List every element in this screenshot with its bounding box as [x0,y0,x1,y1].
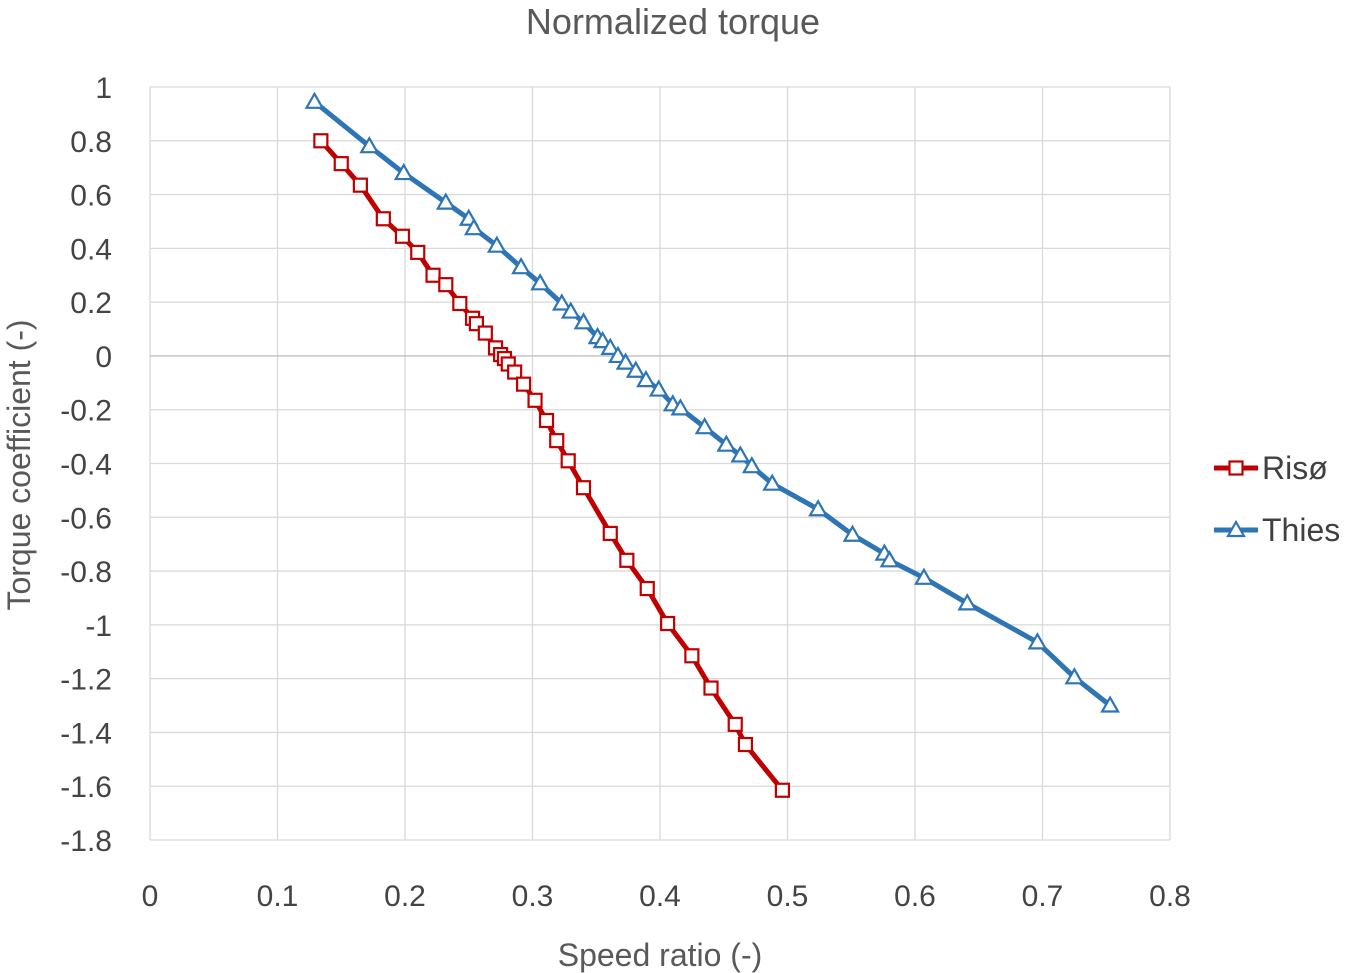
data-point-riso [549,433,565,449]
y-tick-label: 0.4 [70,233,112,266]
x-axis-title: Speed ratio (-) [558,937,763,973]
data-point-riso [375,211,391,227]
x-tick-label: 0.2 [384,880,426,913]
data-point-riso [515,376,532,392]
x-tick-label: 0 [142,880,159,913]
legend-marker [1226,519,1246,538]
series-thies [304,91,1120,713]
data-point-thies [625,360,646,378]
data-point-thies [648,379,669,397]
y-tick-label: -1 [85,610,112,643]
data-point-thies [592,330,613,349]
data-point-riso [660,615,676,632]
x-tick-label: 0.7 [1022,880,1064,913]
data-point-riso [703,680,719,696]
y-tick-label: -0.8 [60,556,112,589]
series-riso [313,133,791,798]
tick-labels: 0 0.1 0.2 0.3 0.4 0.5 0.6 0.7 0.810.80.60.40.20-… [60,72,1191,913]
data-point-thies [842,524,863,542]
legend-item-thies: Thies [1214,512,1340,548]
y-tick-label: -0.2 [60,395,112,428]
data-point-thies [530,273,551,291]
data-point-thies [573,312,594,330]
data-point-thies [694,416,715,435]
data-point-riso [438,277,454,293]
x-tick-label: 0.4 [639,880,681,913]
legend: Risø Thies [1214,450,1340,548]
data-point-riso [737,736,754,753]
data-point-riso [619,552,635,568]
data-point-thies [435,192,456,210]
data-point-thies [1100,695,1120,713]
data-point-riso [452,295,468,312]
data-point-thies [393,162,414,181]
data-point-riso [477,325,493,341]
data-point-thies [615,352,636,370]
y-tick-label: 0 [95,341,112,374]
data-point-riso [602,525,618,542]
data-point-thies [636,369,656,388]
legend-label: Risø [1262,450,1328,486]
data-point-thies [762,473,783,491]
data-point-riso [333,156,349,172]
x-tick-label: 0.3 [512,880,554,913]
data-point-riso [507,364,523,380]
y-tick-label: -1.6 [60,771,112,804]
data-point-riso [774,782,791,798]
y-tick-label: 0.2 [70,287,112,320]
chart-title: Normalized torque [526,1,820,42]
data-point-riso [527,392,543,408]
legend-marker [1228,460,1244,476]
data-point-thies [511,256,531,275]
data-point-riso [575,480,592,496]
data-point-thies [486,235,507,253]
data-point-riso [639,580,655,597]
data-point-thies [463,217,484,236]
data-point-thies [914,567,934,585]
legend-label: Thies [1262,512,1340,548]
y-axis-title: Torque coefficient (-) [1,319,37,610]
x-tick-label: 0.5 [767,880,809,913]
data-point-riso [684,648,700,664]
data-point-riso [727,716,743,732]
data-point-riso [352,177,368,193]
gridlines [149,86,1171,841]
data-point-riso [410,244,426,260]
y-tick-label: -1.8 [60,825,112,858]
data-point-thies [730,445,751,463]
data-point-thies [1064,667,1085,685]
y-tick-label: -0.6 [60,502,112,535]
x-tick-label: 0.1 [257,880,299,913]
data-point-thies [879,550,900,568]
x-tick-label: 0.6 [894,880,936,913]
data-point-riso [313,133,329,149]
data-point-riso [538,412,555,429]
y-tick-label: -1.2 [60,664,112,697]
data-point-riso [425,267,441,283]
data-point-thies [716,434,737,452]
y-tick-label: 1 [95,72,112,105]
data-point-thies [1027,632,1048,650]
data-point-riso [394,228,411,244]
data-point-thies [670,398,691,416]
data-point-thies [551,293,572,311]
data-point-thies [608,345,628,364]
data-point-thies [560,301,581,319]
data-point-thies [741,455,762,474]
data-point-riso [560,453,576,469]
y-tick-label: -0.4 [60,449,112,482]
data-point-thies [808,499,828,517]
series-layer [304,91,1120,798]
y-tick-label: -1.4 [60,717,112,750]
y-tick-label: 0.6 [70,180,112,213]
series-line-thies [312,99,1112,708]
data-point-thies [957,593,978,611]
data-point-thies [304,91,325,109]
y-tick-label: 0.8 [70,126,112,159]
data-point-thies [359,135,380,154]
legend-item-riso: Risø [1214,450,1328,486]
data-point-thies [600,337,621,355]
x-tick-label: 0.8 [1149,880,1191,913]
